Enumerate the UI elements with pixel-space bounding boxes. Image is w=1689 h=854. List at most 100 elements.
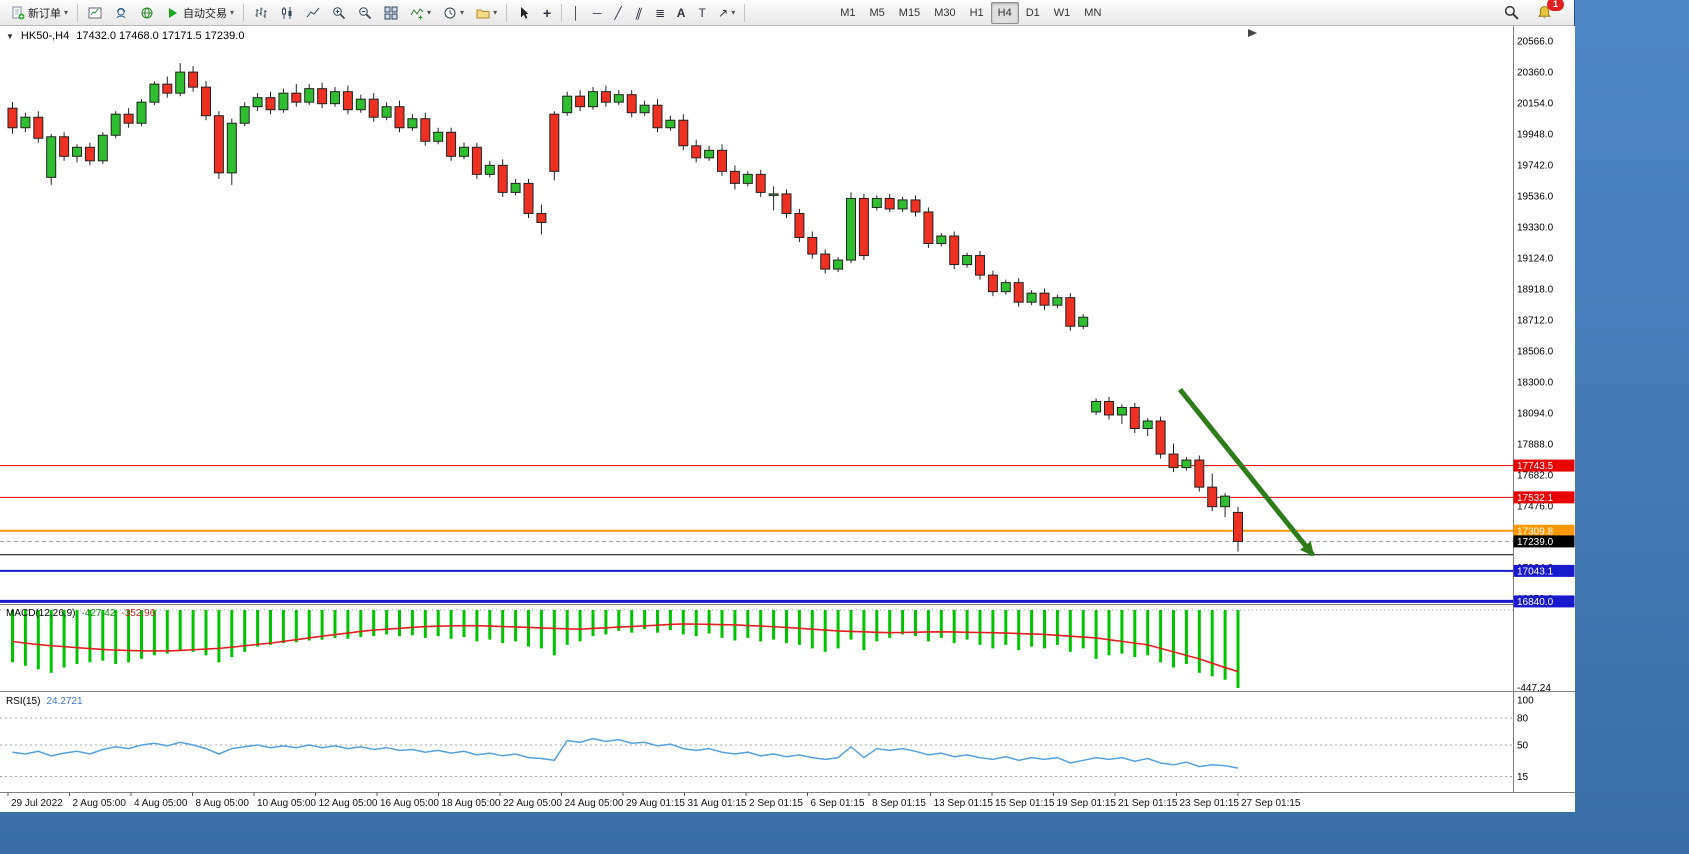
- price-tag: 17239.0: [1513, 535, 1575, 548]
- macd-main-value: -427.42: [81, 608, 116, 619]
- svg-text:17043.1: 17043.1: [1517, 566, 1554, 577]
- tile-windows-icon: [383, 5, 398, 20]
- candlestick-chart-button[interactable]: [274, 2, 299, 24]
- macd-name: MACD(12,26,9): [6, 608, 76, 619]
- svg-text:18094.0: 18094.0: [1517, 408, 1554, 419]
- headset-icon: [113, 5, 128, 20]
- svg-text:24 Aug 05:00: 24 Aug 05:00: [565, 798, 624, 809]
- svg-text:17743.5: 17743.5: [1517, 461, 1554, 472]
- cursor-icon: [516, 5, 531, 20]
- search-button[interactable]: [1499, 2, 1524, 24]
- chart-region: 20566.0 20360.0 20154.0 19948.0 19742.0 19536…: [0, 26, 1575, 812]
- indicators-button[interactable]: [404, 2, 436, 24]
- svg-text:8 Sep 01:15: 8 Sep 01:15: [872, 798, 926, 809]
- toolbar-separator: [744, 3, 746, 22]
- zoom-in-icon: [331, 5, 346, 20]
- clock-icon: [442, 5, 457, 20]
- equidistant-channel-icon: [634, 7, 644, 19]
- zoom-in-button[interactable]: [326, 2, 351, 24]
- template-folder-icon: [475, 5, 490, 20]
- bars-chart-button[interactable]: [248, 2, 273, 24]
- macd-panel: -447.24: [0, 609, 1551, 694]
- fibonacci-icon: [655, 7, 665, 19]
- support-button[interactable]: [108, 2, 133, 24]
- notifications-button[interactable]: 1: [1532, 0, 1564, 24]
- one-click-trading-toggle[interactable]: [6, 30, 14, 42]
- crosshair-button[interactable]: [537, 2, 557, 24]
- svg-text:19330.0: 19330.0: [1517, 222, 1554, 233]
- timeframe-mn[interactable]: MN: [1084, 6, 1102, 19]
- svg-text:15: 15: [1517, 772, 1529, 783]
- tile-windows-button[interactable]: [378, 2, 403, 24]
- rsi-name: RSI(15): [6, 696, 41, 707]
- arrow-tool-icon: [718, 7, 728, 19]
- cursor-button[interactable]: [511, 2, 536, 24]
- timeframe-m30[interactable]: M30: [934, 6, 956, 19]
- search-icon: [1504, 5, 1519, 20]
- trading-platform-window: 新订单: [0, 0, 1575, 812]
- timeframe-m5[interactable]: M5: [869, 6, 885, 19]
- community-button[interactable]: [134, 2, 159, 24]
- line-chart-icon: [305, 5, 320, 20]
- price-tag: 17532.1: [1513, 491, 1575, 504]
- timeframe-m1[interactable]: M1: [840, 6, 856, 19]
- text-tool-button[interactable]: [671, 2, 691, 24]
- timeframe-d1[interactable]: D1: [1025, 6, 1040, 19]
- templates-button[interactable]: [470, 2, 502, 24]
- new-order-icon: [10, 5, 25, 20]
- timeframe-m15[interactable]: M15: [898, 6, 921, 19]
- new-order-label: 新订单: [28, 7, 61, 20]
- toolbar-separator: [506, 3, 508, 22]
- chart-title-bar: HK50-,H4 17432.0 17468.0 17171.5 17239.0: [6, 30, 245, 42]
- svg-text:2 Aug 05:00: 2 Aug 05:00: [73, 798, 127, 809]
- bars-chart-icon: [253, 5, 268, 20]
- new-order-button[interactable]: 新订单: [5, 2, 73, 24]
- svg-text:18 Aug 05:00: 18 Aug 05:00: [442, 798, 501, 809]
- timeframe-h4[interactable]: H4: [990, 1, 1019, 24]
- svg-text:100: 100: [1517, 696, 1534, 707]
- rsi-indicator-label: RSI(15) 24.2721: [6, 696, 83, 707]
- main-toolbar: 新订单: [0, 0, 1574, 26]
- horizontal-line-button[interactable]: [587, 2, 607, 24]
- svg-text:15 Sep 01:15: 15 Sep 01:15: [995, 798, 1055, 809]
- price-tag: 17043.1: [1513, 564, 1575, 577]
- timeframe-h1[interactable]: H1: [969, 6, 984, 19]
- timeframe-w1[interactable]: W1: [1053, 6, 1071, 19]
- caret-down-icon: [731, 9, 735, 17]
- horizontal-line-icon: [592, 7, 602, 19]
- macd-signal-value: -352.96: [121, 608, 156, 619]
- svg-text:17532.1: 17532.1: [1517, 493, 1554, 504]
- svg-text:8 Aug 05:00: 8 Aug 05:00: [196, 798, 250, 809]
- toolbar-separator: [561, 3, 563, 22]
- chart-shift-marker[interactable]: [1248, 29, 1257, 37]
- svg-text:10 Aug 05:00: 10 Aug 05:00: [257, 798, 316, 809]
- label-icon: [697, 7, 707, 19]
- price-chart[interactable]: 20566.0 20360.0 20154.0 19948.0 19742.0 19536…: [0, 26, 1575, 812]
- price-lines-layer: [0, 465, 1513, 603]
- trendline-button[interactable]: [608, 2, 628, 24]
- periods-button[interactable]: [437, 2, 469, 24]
- chart-ohlc-values: 17432.0 17468.0 17171.5 17239.0: [76, 30, 245, 42]
- vertical-line-button[interactable]: [566, 2, 586, 24]
- open-chart-button[interactable]: [82, 2, 107, 24]
- macd-axis-min: -447.24: [1517, 683, 1551, 694]
- label-tool-button[interactable]: [692, 2, 712, 24]
- zoom-out-button[interactable]: [352, 2, 377, 24]
- svg-text:6 Sep 01:15: 6 Sep 01:15: [811, 798, 865, 809]
- trend-arrow[interactable]: [1178, 387, 1315, 557]
- arrows-tool-button[interactable]: [713, 2, 740, 24]
- autotrade-button[interactable]: 自动交易: [160, 2, 239, 24]
- toolbar-right-group: 1: [1499, 0, 1564, 24]
- svg-text:17309.8: 17309.8: [1517, 526, 1554, 537]
- channel-button[interactable]: [629, 2, 649, 24]
- svg-text:80: 80: [1517, 714, 1529, 725]
- notification-badge: 1: [1547, 0, 1564, 11]
- fibonacci-button[interactable]: [650, 2, 670, 24]
- svg-text:19536.0: 19536.0: [1517, 192, 1554, 203]
- text-icon: [676, 7, 686, 19]
- line-chart-button[interactable]: [300, 2, 325, 24]
- timeframe-group: M1 M5 M15 M30 H1 H4 D1 W1 MN: [833, 1, 1108, 24]
- svg-text:20566.0: 20566.0: [1517, 37, 1554, 48]
